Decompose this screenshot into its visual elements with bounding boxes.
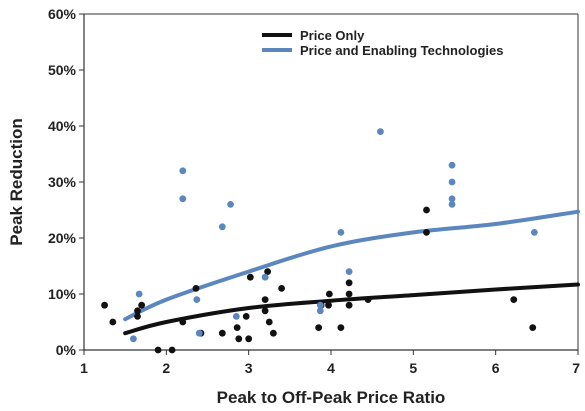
data-point-series-0	[242, 313, 250, 320]
data-point-series-0	[154, 346, 162, 354]
data-point-series-0	[337, 324, 345, 331]
data-point-series-0	[529, 324, 537, 331]
data-point-series-1	[261, 273, 269, 281]
legend-label-price-only: Price Only	[300, 28, 365, 43]
y-tick-label: 10%	[48, 286, 77, 302]
data-point-series-1	[448, 161, 456, 169]
data-point-series-1	[448, 178, 456, 186]
data-point-series-0	[364, 296, 372, 303]
data-point-series-1	[530, 229, 538, 236]
data-point-series-0	[423, 206, 430, 214]
x-tick-label: 2	[162, 360, 170, 376]
data-point-series-0	[246, 273, 254, 281]
data-point-series-0	[233, 324, 241, 331]
data-point-series-1	[377, 128, 384, 136]
trend-lines	[123, 209, 580, 336]
x-tick-label: 7	[572, 360, 580, 376]
data-point-series-0	[138, 301, 146, 309]
data-point-series-0	[315, 324, 323, 331]
legend-label-price-tech: Price and Enabling Technologies	[300, 43, 503, 58]
legend: Price Only Price and Enabling Technologi…	[262, 28, 503, 58]
data-point-series-1	[195, 329, 203, 337]
y-tick-label: 30%	[48, 174, 77, 190]
x-tick-label: 6	[492, 360, 500, 376]
data-point-series-1	[316, 301, 324, 309]
data-point-series-0	[423, 229, 430, 236]
data-point-series-0	[325, 301, 332, 309]
y-tick-label: 0%	[56, 342, 77, 358]
data-point-series-0	[510, 296, 518, 303]
data-point-series-0	[345, 301, 353, 309]
data-point-series-1	[232, 313, 240, 320]
data-point-series-0	[245, 335, 253, 343]
data-point-series-0	[345, 279, 353, 287]
data-point-series-0	[325, 290, 333, 298]
y-tick-label: 20%	[48, 230, 77, 246]
data-point-series-1	[337, 229, 345, 236]
data-point-series-1	[218, 223, 226, 231]
data-point-series-0	[134, 313, 141, 320]
x-tick-label: 1	[80, 360, 88, 376]
y-tick-label: 50%	[48, 62, 77, 78]
data-point-series-0	[265, 318, 273, 326]
data-point-series-0	[269, 329, 277, 337]
x-axis-title: Peak to Off-Peak Price Ratio	[217, 388, 446, 407]
data-point-series-1	[316, 307, 324, 315]
data-point-series-1	[448, 195, 456, 203]
x-tick-label: 5	[409, 360, 417, 376]
data-point-series-0	[134, 307, 141, 315]
trend-line-series-0	[123, 282, 580, 336]
data-point-series-0	[218, 329, 226, 337]
data-point-series-0	[101, 301, 108, 309]
data-point-series-0	[261, 307, 269, 315]
data-point-series-1	[193, 296, 201, 303]
data-point-series-1	[179, 167, 187, 175]
x-axis-ticks: 1 2 3 4 5 6 7	[80, 350, 580, 376]
data-point-series-1	[345, 268, 353, 275]
data-point-series-0	[192, 285, 200, 292]
data-point-series-0	[264, 268, 272, 275]
data-point-series-1	[227, 201, 234, 208]
x-tick-label: 3	[245, 360, 253, 376]
data-points	[101, 128, 538, 354]
y-tick-label: 60%	[48, 6, 77, 22]
data-point-series-1	[448, 201, 456, 208]
data-point-series-0	[235, 335, 243, 343]
data-point-series-0	[168, 346, 176, 354]
data-point-series-0	[278, 285, 285, 292]
trend-line-series-1	[123, 209, 580, 322]
y-axis-title: Peak Reduction	[7, 118, 26, 246]
y-axis-ticks: 0% 10% 20% 30% 40% 50% 60%	[48, 6, 84, 358]
x-tick-label: 4	[327, 360, 335, 376]
data-point-series-0	[179, 318, 187, 326]
y-tick-label: 40%	[48, 118, 77, 134]
data-point-series-1	[135, 290, 143, 298]
data-point-series-1	[179, 195, 187, 203]
data-point-series-1	[130, 335, 137, 343]
data-point-series-0	[109, 318, 117, 326]
data-point-series-0	[345, 290, 353, 298]
data-point-series-0	[261, 296, 269, 303]
